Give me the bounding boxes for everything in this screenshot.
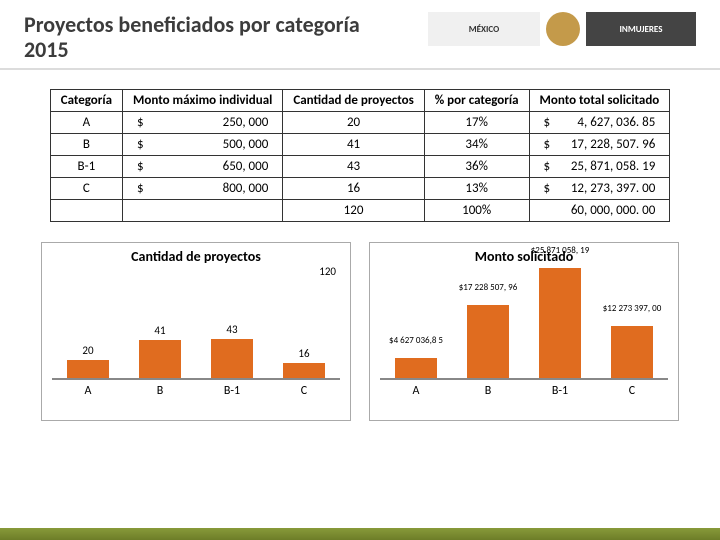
x-axis-label: A xyxy=(58,384,118,398)
chart-monto: Monto solicitado $4 627 036,8 5 $17 228 5… xyxy=(369,242,679,421)
x-axis-label: B-1 xyxy=(202,384,262,398)
bar-value-label: $12 273 397, 00 xyxy=(603,304,662,313)
page-title: Proyectos beneficiados por categoría 201… xyxy=(24,12,364,63)
chart1-title: Cantidad de proyectos xyxy=(42,243,350,270)
divider xyxy=(0,68,720,70)
bar-value-label: 41 xyxy=(154,324,165,337)
x-axis-label: B xyxy=(130,384,190,398)
chart-cantidad: Cantidad de proyectos 120 20414316 ABB-1… xyxy=(41,242,351,421)
th-total: Monto total solicitado xyxy=(529,89,670,111)
x-axis-label: C xyxy=(274,384,334,398)
bar: $17 228 507, 96 xyxy=(458,305,518,378)
bar-value-label: 20 xyxy=(82,344,93,357)
chart2-title: Monto solicitado xyxy=(370,243,678,270)
logo-bar: MÉXICO INMUJERES xyxy=(428,12,696,46)
bar-value-label: $25 871 058, 19 xyxy=(531,246,590,255)
bar-value-label: 16 xyxy=(298,347,309,360)
bar: 41 xyxy=(130,340,190,378)
x-axis-label: B xyxy=(458,384,518,398)
th-monto-max: Monto máximo individual xyxy=(123,89,283,111)
table-row: B-1$650, 0004336%$25, 871, 058. 19 xyxy=(50,155,670,177)
logo-inmujeres: INMUJERES xyxy=(586,12,696,46)
footer-bar xyxy=(0,528,720,540)
bar: 20 xyxy=(58,360,118,378)
bar-value-label: 43 xyxy=(226,323,237,336)
data-table: Categoría Monto máximo individual Cantid… xyxy=(50,89,671,222)
table-row: B$500, 0004134%$17, 228, 507. 96 xyxy=(50,133,670,155)
logo-mexico: MÉXICO xyxy=(428,12,540,46)
x-axis-label: B-1 xyxy=(530,384,590,398)
bar: 43 xyxy=(202,339,262,378)
bar: $25 871 058, 19 xyxy=(530,268,590,378)
bar: 16 xyxy=(274,363,334,378)
th-categoria: Categoría xyxy=(50,89,122,111)
table-row: A$250, 0002017%$4, 627, 036. 85 xyxy=(50,111,670,133)
th-cantidad: Cantidad de proyectos xyxy=(283,89,424,111)
th-pct: % por categoría xyxy=(424,89,529,111)
bar-value-label: $17 228 507, 96 xyxy=(459,283,518,292)
table-total-row: 120100%60, 000, 000. 00 xyxy=(50,199,670,221)
x-axis-label: A xyxy=(386,384,446,398)
bar-value-label: $4 627 036,8 5 xyxy=(389,336,443,345)
bar: $4 627 036,8 5 xyxy=(386,358,446,378)
x-axis-label: C xyxy=(602,384,662,398)
logo-seal xyxy=(546,12,580,46)
bar: $12 273 397, 00 xyxy=(602,326,662,378)
table-row: C$800, 0001613%$12, 273, 397. 00 xyxy=(50,177,670,199)
